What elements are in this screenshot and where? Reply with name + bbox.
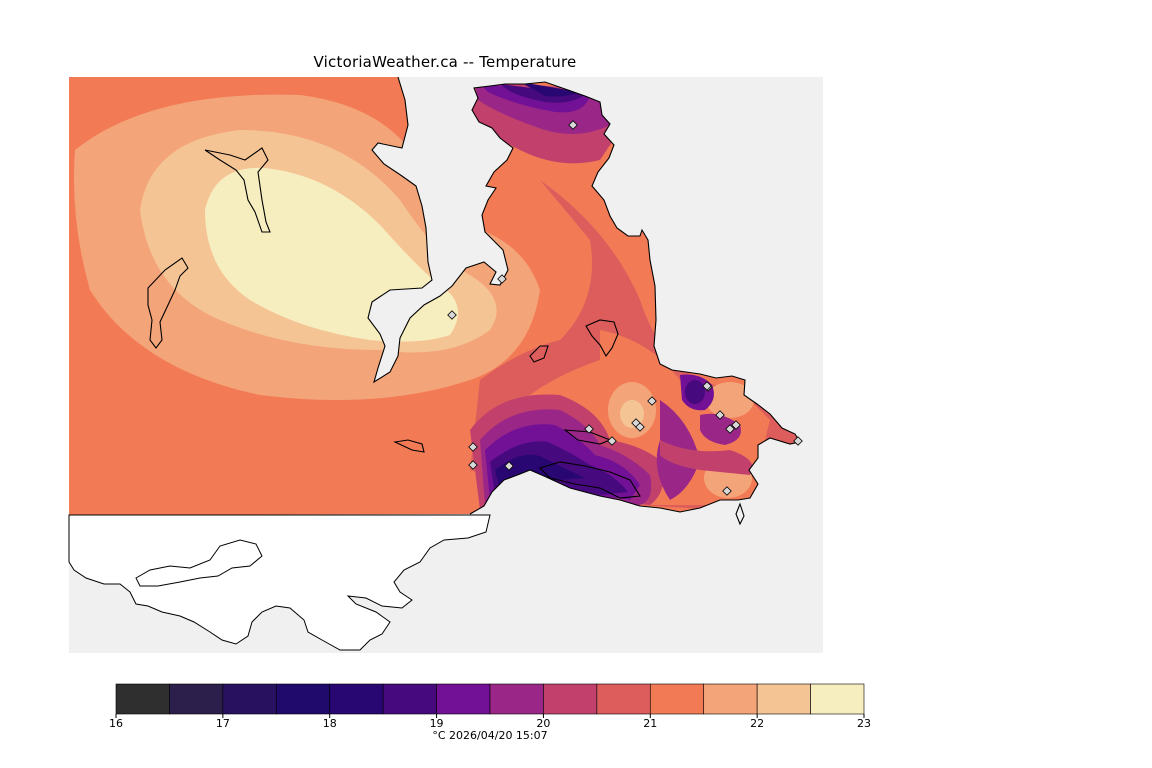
station-marker [725,424,735,434]
colorbar-tick-label: 18 [323,717,337,730]
station-marker [607,436,617,446]
colorbar-band [329,683,384,715]
stations [447,120,803,496]
colorbar-band [649,683,705,715]
colorbar-band [115,683,170,715]
colorbar [115,683,865,715]
station-marker [635,422,645,432]
colorbar-band [169,683,224,715]
colorbar-ticks: 16 17 18 19 20 21 22 23 [109,714,871,730]
colorbar-tick-label: 20 [536,717,550,730]
colorbar-band [810,683,865,715]
colorbar-tick-label: 19 [430,717,444,730]
station-marker [722,486,732,496]
station-marker [715,410,725,420]
colorbar-band [703,683,758,715]
station-marker [731,420,741,430]
colorbar-band [222,683,277,715]
station-marker [584,424,594,434]
colorbar-band [543,683,598,715]
station-marker [468,460,478,470]
station-marker [468,442,478,452]
units-timestamp: °C 2026/04/20 15:07 [432,729,547,742]
colorbar-band [596,683,651,715]
station-marker [568,120,578,130]
colorbar-band [756,683,811,715]
colorbar-tick-label: 22 [750,717,764,730]
colorbar-tick-label: 21 [643,717,657,730]
colorbar-band [382,683,437,715]
colorbar-tick-label: 16 [109,717,123,730]
land-south [68,514,491,651]
station-marker [702,381,712,391]
station-marker [647,396,657,406]
colorbar-band [275,683,331,715]
station-marker [504,461,514,471]
station-marker [497,274,507,284]
colorbar-tick-label: 17 [216,717,230,730]
colorbar-band [436,683,491,715]
map-title: VictoriaWeather.ca -- Temperature [313,53,577,71]
land-south-inlet [135,539,263,587]
coastline [147,76,801,526]
station-marker [447,310,457,320]
station-marker [793,436,803,446]
colorbar-band [489,683,544,715]
colorbar-tick-label: 23 [857,717,871,730]
